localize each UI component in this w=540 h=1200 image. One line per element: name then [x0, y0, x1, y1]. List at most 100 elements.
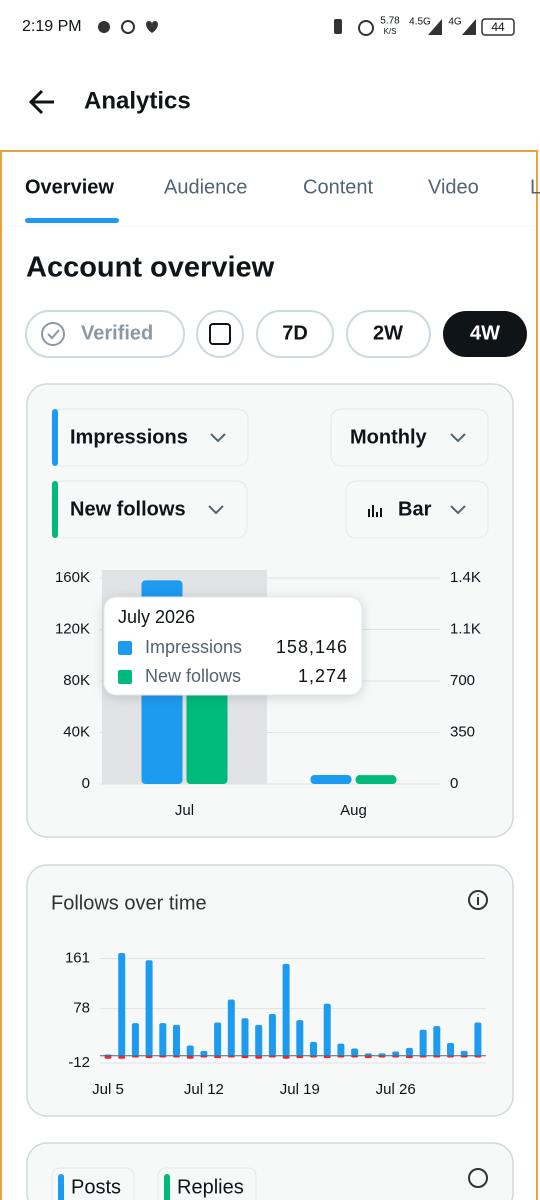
tab[interactable]: Audience: [164, 176, 247, 198]
tooltip-value: 158,146: [276, 637, 348, 657]
tab[interactable]: Overview: [25, 176, 114, 198]
tooltip-series: Impressions: [145, 637, 242, 657]
network: 4G: [448, 17, 462, 28]
chart: -12 78 161 Jul 5 Jul 12 Jul 19 Jul 26: [65, 949, 486, 1098]
tooltip-swatch: [118, 641, 132, 655]
bar: [310, 1041, 317, 1056]
bar: [214, 1022, 222, 1056]
bar: [268, 1014, 276, 1056]
bar: [433, 1026, 441, 1056]
bar: [145, 960, 153, 1056]
page-title: Analytics: [84, 87, 191, 114]
range-label: 7D: [282, 322, 308, 344]
bar: [419, 1029, 427, 1056]
bar: [255, 1024, 263, 1056]
period-dropdown[interactable]: [330, 408, 489, 467]
bar: [131, 1023, 139, 1056]
bar: [310, 774, 352, 784]
chevron: [450, 505, 466, 515]
net-speed: 5.78: [380, 16, 400, 27]
y-tick-label: -12: [68, 1054, 90, 1071]
status-icon: [98, 21, 110, 33]
y-tick-label: 160K: [55, 569, 90, 586]
range-chip-selected[interactable]: [443, 311, 527, 357]
chip-color: [164, 1174, 170, 1200]
calendar-button[interactable]: [196, 310, 244, 358]
x-tick-label: Jul 12: [184, 1081, 224, 1098]
tooltip-title: July 2026: [118, 607, 195, 627]
bar: [323, 1003, 331, 1056]
bar: [200, 1050, 208, 1056]
status-icon: [121, 20, 135, 34]
y2-tick-label: 350: [450, 723, 475, 740]
tab[interactable]: Content: [303, 176, 373, 198]
bar: [364, 1055, 372, 1059]
bar: [282, 963, 290, 1056]
info-icon[interactable]: [468, 1168, 488, 1188]
range-chip[interactable]: [346, 310, 431, 358]
bar: [118, 1055, 126, 1059]
verified-icon: [47, 329, 60, 340]
bar: [355, 775, 397, 784]
chip[interactable]: [51, 1167, 135, 1200]
x-tick-label: Jul 5: [92, 1081, 124, 1098]
range-label: 2W: [373, 322, 403, 344]
calendar-icon: [209, 323, 231, 345]
chart-title: Follows over time: [51, 892, 207, 914]
metric-label: Impressions: [70, 426, 188, 448]
bar: [447, 1043, 454, 1056]
bar: [296, 1055, 304, 1059]
y2-tick-label: 0: [450, 775, 458, 792]
network: 4.5G: [409, 17, 431, 28]
tab[interactable]: Video: [428, 176, 479, 198]
bar: [186, 1045, 194, 1056]
chevron: [450, 433, 466, 443]
bar: [104, 1055, 112, 1059]
bar: [241, 1018, 249, 1056]
bar: [186, 1055, 194, 1059]
bar: [460, 1050, 468, 1056]
verified-label: Verified: [81, 322, 153, 344]
bar: [392, 1051, 400, 1056]
frame: [0, 150, 538, 1200]
y2-tick-label: 1.4K: [450, 569, 481, 586]
tooltip-box: [103, 596, 363, 696]
y-tick-label: 161: [65, 949, 90, 966]
chip[interactable]: [157, 1167, 257, 1200]
card: [26, 1142, 514, 1200]
tab-indicator: [25, 218, 119, 223]
bar: [118, 953, 126, 1056]
net-speed-unit: K/S: [384, 27, 397, 36]
y-tick-label: 0: [82, 775, 90, 792]
style-dropdown[interactable]: [345, 480, 489, 539]
chevron: [210, 433, 226, 443]
bar: [405, 1047, 413, 1056]
bar: [378, 1053, 386, 1056]
bar: [364, 1053, 372, 1056]
bar: [145, 1055, 153, 1059]
y2-tick-label: 700: [450, 672, 475, 689]
chevron: [208, 505, 224, 515]
tooltip-value: 1,274: [298, 666, 348, 686]
tab[interactable]: L: [530, 176, 540, 198]
range-chip[interactable]: [256, 310, 334, 358]
chip-color: [58, 1174, 64, 1200]
tooltip-series: New follows: [145, 666, 241, 686]
bar: [159, 1023, 167, 1056]
metric-color: [52, 481, 58, 538]
back-button[interactable]: [28, 89, 54, 115]
info-icon[interactable]: [468, 890, 488, 910]
style-label: Bar: [398, 498, 432, 520]
y-tick-label: 40K: [63, 723, 90, 740]
verified-chip[interactable]: [25, 310, 185, 358]
vibrate-icon: [334, 19, 342, 34]
y-tick-label: 80K: [63, 672, 90, 689]
section-title: Account overview: [26, 252, 275, 284]
y-tick-label: 120K: [55, 620, 90, 637]
bar: [337, 1043, 345, 1056]
bar: [351, 1048, 359, 1056]
bar-icon: [368, 505, 382, 517]
battery-level: 44: [491, 20, 505, 34]
bar: [227, 999, 235, 1056]
